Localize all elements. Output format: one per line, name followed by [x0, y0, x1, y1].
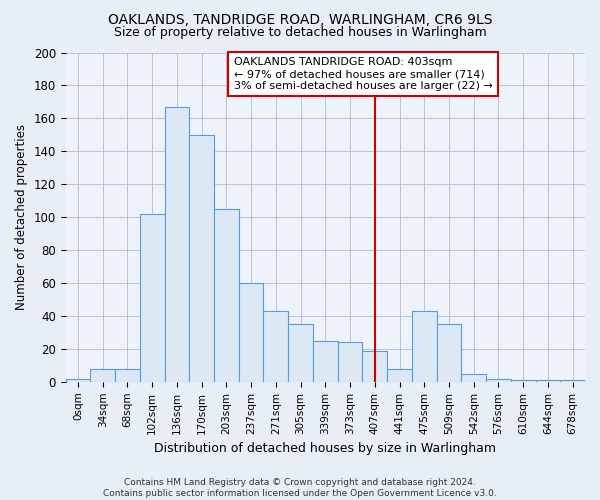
Bar — [65, 378, 91, 382]
Bar — [387, 368, 412, 382]
Bar — [115, 368, 140, 382]
Bar — [164, 107, 190, 382]
Y-axis label: Number of detached properties: Number of detached properties — [15, 124, 28, 310]
Bar — [362, 350, 387, 382]
Bar — [190, 135, 214, 382]
Bar — [263, 311, 288, 382]
Bar — [560, 380, 585, 382]
Bar — [461, 374, 486, 382]
Text: OAKLANDS TANDRIDGE ROAD: 403sqm
← 97% of detached houses are smaller (714)
3% of: OAKLANDS TANDRIDGE ROAD: 403sqm ← 97% of… — [234, 58, 493, 90]
Bar — [91, 368, 115, 382]
Text: Size of property relative to detached houses in Warlingham: Size of property relative to detached ho… — [113, 26, 487, 39]
Bar — [338, 342, 362, 382]
Text: OAKLANDS, TANDRIDGE ROAD, WARLINGHAM, CR6 9LS: OAKLANDS, TANDRIDGE ROAD, WARLINGHAM, CR… — [108, 12, 492, 26]
Text: Contains HM Land Registry data © Crown copyright and database right 2024.
Contai: Contains HM Land Registry data © Crown c… — [103, 478, 497, 498]
X-axis label: Distribution of detached houses by size in Warlingham: Distribution of detached houses by size … — [154, 442, 496, 455]
Bar — [536, 380, 560, 382]
Bar — [140, 214, 164, 382]
Bar — [486, 378, 511, 382]
Bar — [511, 380, 536, 382]
Bar — [313, 340, 338, 382]
Bar — [288, 324, 313, 382]
Bar — [214, 209, 239, 382]
Bar — [412, 311, 437, 382]
Bar — [239, 283, 263, 382]
Bar — [437, 324, 461, 382]
